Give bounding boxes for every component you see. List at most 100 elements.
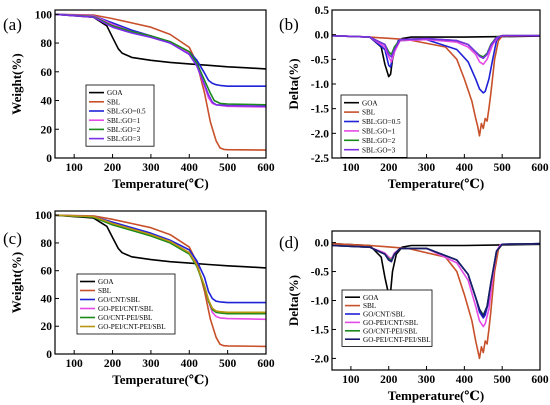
x-tick-label: 600: [257, 358, 275, 370]
y-tick-label: -1.5: [311, 104, 329, 116]
x-tick-label: 400: [181, 162, 199, 174]
legend-entry: SBL:GO=0.5: [107, 108, 146, 116]
x-tick-label: 600: [531, 374, 549, 386]
legend-entry: GO/CNT/SBL: [363, 311, 405, 319]
y-tick-label: -2.0: [311, 353, 329, 365]
series-line: [54, 13, 267, 108]
series-line: [331, 242, 541, 360]
series-line: [54, 214, 266, 304]
y-tick-label: 80: [41, 238, 53, 250]
x-axis-title: Temperature(℃): [112, 372, 208, 387]
legend-entry: GO/CNT-PEI/SBL: [363, 327, 417, 335]
y-tick-label: 0.0: [315, 238, 330, 250]
y-tick-label: 0: [46, 349, 52, 361]
panel-label: (c): [3, 229, 22, 248]
plot-frame: [54, 210, 267, 355]
legend: GOASBLGO/CNT/SBLGO-PEI/CNT/SBLGO/CNT-PEI…: [341, 289, 433, 347]
legend-entry: SBL: [107, 98, 120, 106]
y-axis-title: Delta(%): [286, 275, 301, 326]
panel-label: (a): [3, 15, 22, 34]
legend-box: [85, 84, 155, 147]
panel-b: 100 200 300 400 500 600 0.5 0.0 -0.5 -1.0 -1.5 -2.0…: [279, 5, 549, 191]
y-tick-label: 60: [41, 67, 53, 79]
y-tick-label: 0: [46, 153, 52, 165]
x-tick-label: 300: [142, 162, 160, 174]
x-tick-label: 300: [142, 358, 160, 370]
legend-entry: GOA: [107, 89, 123, 97]
legend-entry: GOA: [98, 278, 114, 286]
legend-entry: GO-PEI/CNT-PEI/SBL: [363, 336, 431, 344]
y-tick-label: 20: [41, 124, 53, 136]
series-line: [54, 214, 266, 314]
legend-box: [76, 273, 176, 335]
y-tick-label: 20: [41, 321, 53, 333]
y-tick-label: 40: [41, 293, 53, 305]
x-tick-label: 500: [219, 358, 237, 370]
x-axis-title: Temperature(℃): [112, 176, 208, 191]
panel-a: 100 200 300 400 500 600 0 20 40 60 80 100 Temperatur…: [3, 9, 275, 191]
legend-box: [340, 94, 408, 158]
legend-entry: SBL: [363, 302, 376, 310]
y-tick-label: -0.5: [311, 54, 329, 66]
series-line: [54, 214, 267, 269]
x-tick-label: 200: [104, 162, 122, 174]
legend-entry: SBL:GO=0.5: [362, 118, 401, 126]
y-axis-title: Delta(%): [286, 58, 301, 109]
panel-c: 100 200 300 400 500 600 0 20 40 60 80 100 Temperatur…: [3, 210, 275, 387]
x-tick-label: 100: [342, 162, 360, 174]
legend-entry: GOA: [362, 99, 378, 107]
x-tick-label: 200: [380, 374, 398, 386]
legend-entry: SBL:GO=3: [107, 135, 141, 143]
x-tick-label: 400: [456, 162, 474, 174]
y-tick-label: 80: [41, 38, 53, 50]
series-line: [331, 242, 541, 317]
legend-box: [341, 289, 433, 347]
y-axis-title: Weight(%): [9, 252, 24, 313]
x-tick-label: 400: [456, 374, 474, 386]
legend: GOASBLGO/CNT/SBLGO-PEI/CNT/SBLGO/CNT-PEI…: [76, 273, 176, 335]
x-tick-label: 100: [66, 162, 84, 174]
legend-entry: GO/CNT-PEI/SBL: [98, 314, 152, 322]
series-line: [54, 13, 267, 70]
legend-entry: SBL:GO=2: [107, 126, 141, 134]
x-axis-title: Temperature(℃): [388, 176, 484, 191]
x-tick-label: 300: [418, 374, 436, 386]
y-axis-title: Weight(%): [9, 53, 24, 114]
y-tick-label: -2.0: [311, 128, 329, 140]
series-line: [54, 13, 266, 87]
panel-label: (d): [279, 233, 299, 252]
series-line: [331, 242, 541, 296]
y-tick-label: -1.0: [311, 79, 329, 91]
x-tick-label: 600: [257, 162, 275, 174]
y-tick-label: 0.5: [315, 5, 330, 17]
x-tick-label: 200: [104, 358, 122, 370]
legend-entry: SBL:GO=1: [362, 128, 396, 136]
x-tick-label: 300: [418, 162, 436, 174]
legend-entry: SBL:GO=2: [362, 137, 396, 145]
legend-entry: GO-PEI/CNT/SBL: [98, 305, 153, 313]
panel-d: 100 200 300 400 500 600 0.0 -0.5 -1.0 -1.5 -2.0 Tem…: [279, 230, 549, 403]
legend-entry: SBL:GO=1: [107, 117, 141, 125]
legend-entry: GOA: [363, 294, 379, 302]
y-tick-label: -1.5: [311, 324, 329, 336]
series-line: [331, 34, 540, 66]
legend-entry: GO/CNT/SBL: [98, 296, 140, 304]
y-tick-label: 0.0: [315, 30, 330, 42]
panel-label: (b): [279, 15, 299, 34]
x-tick-label: 100: [342, 374, 360, 386]
series-line: [331, 34, 541, 78]
series-line: [331, 34, 540, 60]
legend-entry: SBL:GO=3: [362, 146, 396, 154]
x-tick-label: 500: [494, 374, 512, 386]
y-tick-label: -1.0: [311, 296, 329, 308]
legend-entry: GO-PEI/CNT/SBL: [363, 319, 418, 327]
x-tick-label: 400: [181, 358, 199, 370]
x-axis-title: Temperature(℃): [388, 388, 484, 403]
legend-entry: GO-PEI/CNT-PEI/SBL: [98, 323, 166, 331]
x-tick-label: 500: [219, 162, 237, 174]
legend-entry: SBL: [98, 287, 111, 295]
x-tick-label: 600: [531, 162, 549, 174]
series-line: [54, 13, 267, 106]
x-tick-label: 100: [66, 358, 84, 370]
